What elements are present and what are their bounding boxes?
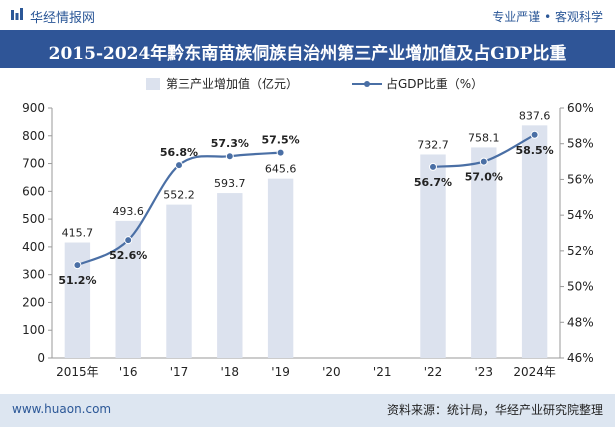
bar (267, 178, 294, 358)
line-value-label: 51.2% (58, 274, 96, 287)
chart-plot: 第三产业增加值（亿元） 占GDP比重（%） 0 100 200 300 400 500 60… (22, 76, 594, 379)
legend-label-bar: 第三产业增加值（亿元） (166, 76, 298, 91)
bar-value-label: 552.2 (163, 189, 195, 202)
x-tick-label: '23 (475, 365, 494, 379)
x-tick-label: 2015年 (56, 365, 99, 379)
footer-source: 资料来源：统计局，华经产业研究院整理 (386, 403, 603, 417)
right-tick-label: 56% (567, 172, 594, 186)
footer-bar (0, 394, 615, 427)
line-point (225, 152, 234, 161)
line-value-label: 56.7% (414, 176, 452, 189)
x-tick-label: '18 (221, 365, 240, 379)
line-point (276, 148, 285, 157)
left-tick-label: 700 (22, 157, 45, 171)
chart-title: 2015-2024年黔东南苗族侗族自治州第三产业增加值及占GDP比重 (48, 44, 567, 64)
x-tick-label: '21 (373, 365, 392, 379)
left-tick-label: 600 (22, 184, 45, 198)
right-tick-label: 52% (567, 244, 594, 258)
chart-axes: 0 100 200 300 400 500 600 700 800 900 46% 48% 50% 52%… (22, 101, 594, 379)
x-tick-label: 2024年 (513, 365, 556, 379)
bar-value-label: 645.6 (265, 163, 297, 176)
left-tick-label: 800 (22, 129, 45, 143)
right-tick-label: 50% (567, 280, 594, 294)
line-value-label: 52.6% (109, 249, 147, 262)
legend-swatch-marker (364, 81, 370, 87)
line-point (124, 236, 133, 245)
brand-tagline: 专业严谨 • 客观科学 (492, 10, 603, 24)
line-point (530, 130, 539, 139)
left-tick-label: 200 (22, 295, 45, 309)
left-tick-label: 300 (22, 268, 45, 282)
bar-value-label: 758.1 (468, 131, 500, 144)
footer-site: www.huaon.com (12, 402, 112, 416)
left-tick-label: 100 (22, 323, 45, 337)
line-point (73, 261, 82, 270)
left-tick-label: 900 (22, 101, 45, 115)
bar-value-label: 837.6 (519, 109, 551, 122)
line-value-label: 58.5% (516, 144, 554, 157)
left-tick-label: 500 (22, 212, 45, 226)
x-tick-label: '19 (271, 365, 290, 379)
bar-value-label: 593.7 (214, 177, 246, 190)
brand-name: 华经情报网 (30, 11, 96, 26)
bar-series: 415.7 493.6 552.2 593.7 645.6 732.7 758.1 837.6 (62, 109, 551, 358)
x-tick-label: '17 (170, 365, 189, 379)
bar-value-label: 415.7 (62, 227, 94, 240)
bar (471, 147, 497, 358)
bar (64, 242, 91, 358)
title-bar (0, 30, 615, 68)
line-series: 51.2% 52.6% 56.8% 57.3% 57.5% 56.7% 57.0% 58.5% (58, 130, 554, 287)
x-tick-label: '16 (119, 365, 138, 379)
right-tick-label: 48% (567, 315, 594, 329)
line-value-label: 57.3% (211, 137, 249, 150)
left-tick-label: 0 (37, 351, 45, 365)
bar (521, 125, 548, 358)
right-tick-label: 60% (567, 101, 594, 115)
line-point (479, 157, 488, 166)
line-value-label: 56.8% (160, 146, 198, 159)
legend-swatch-bar (146, 78, 160, 90)
bar-value-label: 493.6 (112, 205, 144, 218)
right-tick-label: 58% (567, 137, 594, 151)
legend-label-line: 占GDP比重（%） (386, 76, 483, 91)
top-bar: 华经情报网 专业严谨 • 客观科学 (0, 0, 615, 30)
line-value-label: 57.5% (262, 134, 300, 147)
line-point (175, 161, 183, 170)
line-point (429, 162, 437, 171)
chart-legend: 第三产业增加值（亿元） 占GDP比重（%） (146, 76, 483, 91)
bar (420, 154, 446, 358)
x-tick-label: '22 (424, 365, 443, 379)
right-tick-label: 46% (567, 351, 594, 365)
line-value-label: 57.0% (465, 171, 503, 184)
left-tick-label: 400 (22, 240, 45, 254)
bar-value-label: 732.7 (417, 138, 449, 151)
right-tick-label: 54% (567, 208, 594, 222)
bar (217, 193, 243, 358)
x-tick-label: '20 (322, 365, 341, 379)
brand-logo-icon (11, 8, 23, 20)
bar (166, 204, 192, 358)
